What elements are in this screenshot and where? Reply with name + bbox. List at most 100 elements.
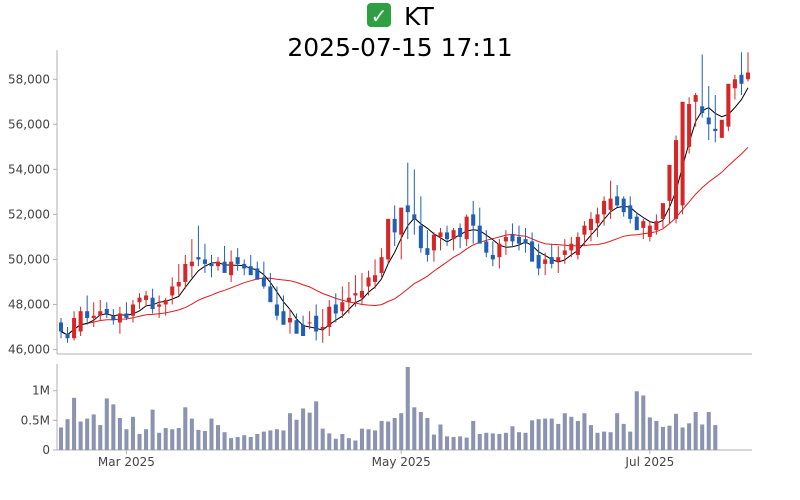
candle	[706, 86, 711, 141]
volume-bar	[176, 428, 181, 450]
candle-body	[477, 225, 482, 244]
candle	[202, 243, 207, 273]
volume-bar	[327, 433, 332, 450]
candle-body	[602, 200, 607, 215]
candle	[693, 92, 698, 127]
candle-body	[91, 315, 96, 318]
candle	[458, 223, 463, 249]
date-tick-label: Mar 2025	[98, 455, 155, 469]
candle	[477, 207, 482, 244]
volume-bar	[431, 434, 436, 450]
volume-bar	[340, 433, 345, 450]
volume-bar	[562, 413, 567, 450]
candle	[608, 180, 613, 219]
candle	[85, 295, 90, 325]
volume-bar	[451, 436, 456, 450]
candle	[72, 311, 77, 341]
volume-bar	[307, 412, 312, 450]
volume-bar	[333, 438, 338, 450]
candle-body	[314, 315, 319, 332]
candle-body	[490, 254, 495, 260]
candle-body	[274, 304, 279, 316]
volume-bar	[58, 427, 64, 450]
candle	[464, 214, 469, 246]
candle-body	[412, 214, 417, 219]
candle	[255, 261, 260, 280]
candle	[301, 315, 306, 336]
candle-body	[222, 261, 227, 273]
candle	[680, 101, 685, 215]
candle-body	[320, 326, 325, 330]
volume-bar	[137, 433, 142, 450]
candle	[392, 205, 397, 246]
candle-body	[516, 236, 522, 244]
volume-bar	[438, 424, 443, 450]
volume-bar	[124, 429, 129, 450]
volume-bar	[353, 440, 358, 450]
candle-body	[72, 317, 77, 339]
ticker-title: KT	[404, 2, 434, 31]
candle-body	[307, 322, 312, 324]
volume-bar	[543, 418, 548, 450]
volume-bar	[202, 431, 207, 450]
candle	[58, 317, 64, 339]
candle	[379, 248, 384, 278]
volume-bar	[72, 397, 77, 450]
volume-bar	[189, 418, 194, 450]
candle	[654, 214, 659, 235]
candle-body	[386, 218, 391, 260]
price-tick-label: 50,000	[8, 252, 50, 266]
volume-bar	[458, 436, 463, 450]
candle-body	[732, 79, 737, 89]
candle-body	[588, 218, 593, 231]
volume-bar	[602, 431, 607, 450]
volume-bar	[680, 427, 685, 450]
volume-bar	[111, 404, 116, 450]
candle-body	[647, 225, 652, 237]
candle-body	[569, 243, 574, 251]
candle-body	[229, 261, 234, 276]
volume-bar	[117, 417, 122, 450]
volume-y-ticks: 0 0.5M 1M	[21, 384, 57, 457]
candle-body	[130, 304, 135, 316]
candle	[667, 164, 672, 224]
candle-body	[458, 227, 463, 237]
candle-body	[700, 106, 705, 114]
candle	[170, 277, 175, 305]
candle-body	[745, 72, 751, 80]
candle-body	[366, 277, 371, 287]
candle	[78, 306, 83, 336]
candle-body	[281, 311, 286, 325]
candle	[222, 245, 227, 273]
volume-bar	[523, 432, 528, 450]
candle-body	[124, 313, 129, 318]
candle-body	[117, 313, 122, 323]
candle	[104, 302, 109, 318]
candle-body	[373, 275, 378, 282]
candle	[719, 119, 724, 138]
volume-bar	[674, 413, 679, 450]
candle	[641, 218, 646, 240]
candle	[242, 259, 247, 276]
candle-body	[209, 263, 214, 267]
volume-bar	[516, 432, 522, 450]
volume-bar	[713, 425, 718, 450]
volume-bar	[628, 431, 633, 450]
candle	[438, 227, 443, 251]
moving-average-lines	[60, 87, 749, 336]
candle	[124, 302, 129, 321]
volume-bar	[235, 436, 240, 450]
candle	[386, 218, 391, 264]
ma-long-line	[60, 146, 749, 336]
volume-bar	[379, 420, 384, 450]
candle-body	[287, 317, 293, 323]
candle-body	[713, 128, 718, 132]
volume-tick-label: 0	[42, 443, 50, 457]
candle-body	[667, 164, 672, 201]
candle	[216, 257, 221, 271]
candle	[117, 306, 122, 334]
volume-bar	[484, 432, 489, 450]
candle	[150, 288, 155, 314]
candle	[405, 162, 410, 240]
volume-bar	[255, 433, 260, 450]
